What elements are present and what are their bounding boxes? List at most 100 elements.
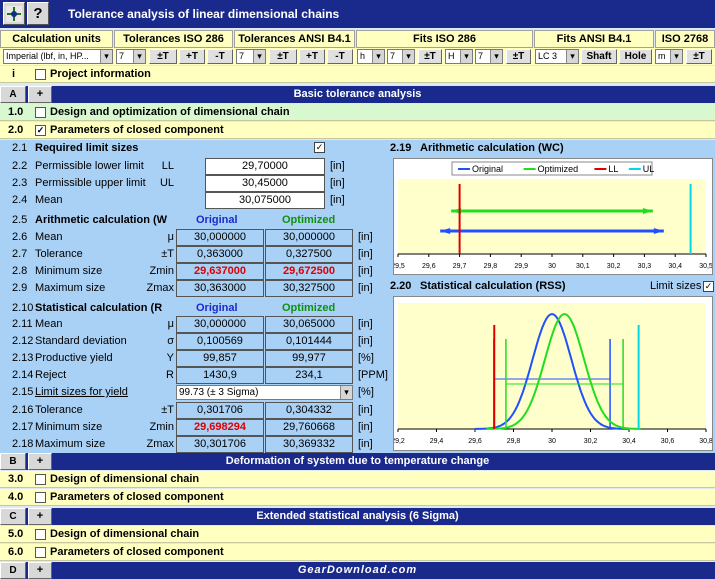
section-a-expand-button[interactable]: +: [28, 86, 52, 103]
iso2768-select[interactable]: m: [655, 49, 683, 64]
row-number: 2.13: [12, 352, 34, 364]
info-letter: i: [12, 68, 16, 80]
row-description: Maximum size: [35, 282, 106, 294]
project-info-checkbox[interactable]: [35, 69, 46, 80]
optimized-value: 99,977: [265, 350, 353, 367]
optimized-column-header: Optimized: [282, 302, 336, 314]
group-3-0-row[interactable]: 3.0 Design of dimensional chain: [0, 471, 715, 488]
group-6-0-checkbox[interactable]: [35, 547, 46, 558]
row-symbol: ±T: [161, 404, 174, 416]
row-unit: [in]: [358, 318, 373, 330]
tab-tolerances-iso286[interactable]: Tolerances ISO 286: [114, 30, 233, 48]
tab-iso2768[interactable]: ISO 2768: [655, 30, 715, 48]
parameters-panel: 2.1 Required limit sizes ✓ 2.19 Arithmet…: [0, 140, 715, 453]
row-number: 2.3: [12, 177, 28, 189]
row-description: Mean: [35, 318, 63, 330]
limit-value-input[interactable]: 30,075000: [205, 192, 325, 209]
units-select[interactable]: Imperial (lbf, in, HP...: [3, 49, 113, 64]
limit-value-input[interactable]: 30,45000: [205, 175, 325, 192]
tab-fits-ansi[interactable]: Fits ANSI B4.1: [534, 30, 654, 48]
hole-button[interactable]: Hole: [619, 49, 652, 64]
row-number: 2.12: [12, 335, 34, 347]
x-tick-label: 30,3: [638, 263, 652, 270]
original-value: 0,363000: [176, 246, 264, 263]
row-unit: [in]: [358, 231, 373, 243]
tab-tolerances-ansi[interactable]: Tolerances ANSI B4.1: [234, 30, 355, 48]
row-number: 2.10: [12, 302, 34, 314]
iso-grade-select[interactable]: 7: [116, 49, 146, 64]
group-2-0-label: Parameters of closed component: [50, 124, 224, 136]
group-4-0-row[interactable]: 4.0 Parameters of closed component: [0, 489, 715, 506]
x-tick-label: 29,5: [394, 263, 405, 270]
series-arrow-left: [440, 228, 451, 234]
row-symbol: Zmin: [149, 265, 174, 277]
row-symbol: UL: [159, 177, 174, 189]
row-symbol: μ: [167, 231, 174, 243]
iso2768-pm-t-button[interactable]: ±T: [686, 49, 712, 64]
fit-pm-t-button-2[interactable]: ±T: [506, 49, 531, 64]
plot-area: [398, 179, 706, 254]
x-tick-label: 29,9: [514, 263, 528, 270]
limit-value-input[interactable]: 29,70000: [205, 158, 325, 175]
group-1-0-row[interactable]: 1.0 Design and optimization of dimension…: [0, 104, 715, 121]
row-unit: [%]: [358, 386, 374, 398]
ansi-grade-select[interactable]: 7: [236, 49, 266, 64]
limits-heading: Required limit sizes: [35, 142, 139, 154]
ansi-pm-t-button[interactable]: ±T: [269, 49, 297, 64]
section-c-button[interactable]: C: [0, 508, 26, 525]
section-b-expand-button[interactable]: +: [28, 453, 52, 470]
ansi-minus-t-button[interactable]: -T: [327, 49, 353, 64]
group-3-0-number: 3.0: [8, 473, 24, 485]
shaft-button[interactable]: Shaft: [581, 49, 617, 64]
row-description: Productive yield: [35, 352, 113, 364]
fit-shaft-letter-select[interactable]: h: [357, 49, 385, 64]
fit-pm-t-button[interactable]: ±T: [418, 49, 442, 64]
tab-fits-iso286[interactable]: Fits ISO 286: [356, 30, 533, 48]
x-tick-label: 30,5: [699, 263, 712, 270]
row-unit: [PPM]: [358, 369, 388, 381]
statistical-chart: 29,2 29,4 29,6 29,8 30 30,2 30,4 30,6 30,8: [391, 296, 713, 451]
limit-sizes-checkbox[interactable]: ✓: [703, 281, 714, 292]
group-3-0-checkbox[interactable]: [35, 474, 46, 485]
yield-link[interactable]: Limit sizes for yield: [35, 386, 128, 398]
help-icon[interactable]: ?: [27, 2, 49, 25]
optimized-value: 0,101444: [265, 333, 353, 350]
limit-sizes-label: Limit sizes: [650, 280, 702, 292]
group-2-0-checkbox[interactable]: ✓: [35, 125, 46, 136]
group-6-0-number: 6.0: [8, 546, 24, 558]
group-1-0-checkbox[interactable]: [35, 107, 46, 118]
section-b-button[interactable]: B: [0, 453, 26, 470]
ansi-fit-select[interactable]: LC 3: [535, 49, 579, 64]
group-2-0-row[interactable]: 2.0 ✓ Parameters of closed component: [0, 122, 715, 139]
row-unit: [in]: [358, 282, 373, 294]
limits-checkbox[interactable]: ✓: [314, 142, 325, 153]
fit-hole-grade-select[interactable]: 7: [475, 49, 503, 64]
arith-heading: Arithmetic calculation (W: [35, 214, 168, 226]
group-5-0-checkbox[interactable]: [35, 529, 46, 540]
yield-select[interactable]: 99.73 (± 3 Sigma): [176, 385, 353, 400]
iso-plus-t-button[interactable]: +T: [179, 49, 205, 64]
param-row: 2.6 Mean μ 30,000000 30,000000 [in]: [0, 229, 385, 246]
original-value: 0,301706: [176, 402, 264, 419]
app-icon[interactable]: [3, 2, 25, 25]
section-b-title: Deformation of system due to temperature…: [225, 455, 490, 467]
group-5-0-row[interactable]: 5.0 Design of dimensional chain: [0, 526, 715, 543]
original-value: 30,363000: [176, 280, 264, 297]
row-unit: [in]: [358, 438, 373, 450]
tab-calculation-units[interactable]: Calculation units: [0, 30, 113, 48]
x-tick-label: 30,6: [661, 438, 675, 445]
ansi-plus-t-button[interactable]: +T: [299, 49, 325, 64]
group-6-0-row[interactable]: 6.0 Parameters of closed component: [0, 544, 715, 561]
optimized-value: 30,065000: [265, 316, 353, 333]
iso-minus-t-button[interactable]: -T: [207, 49, 233, 64]
section-c-expand-button[interactable]: +: [28, 508, 52, 525]
section-a-button[interactable]: A: [0, 86, 26, 103]
fit-shaft-grade-select[interactable]: 7: [387, 49, 415, 64]
group-4-0-checkbox[interactable]: [35, 492, 46, 503]
row-symbol: ±T: [161, 248, 174, 260]
fit-hole-letter-select[interactable]: H: [445, 49, 473, 64]
row-unit: [in]: [358, 404, 373, 416]
project-info-row[interactable]: i Project information: [0, 66, 715, 83]
iso-pm-t-button[interactable]: ±T: [149, 49, 177, 64]
series-optimized-curve: [486, 312, 641, 430]
